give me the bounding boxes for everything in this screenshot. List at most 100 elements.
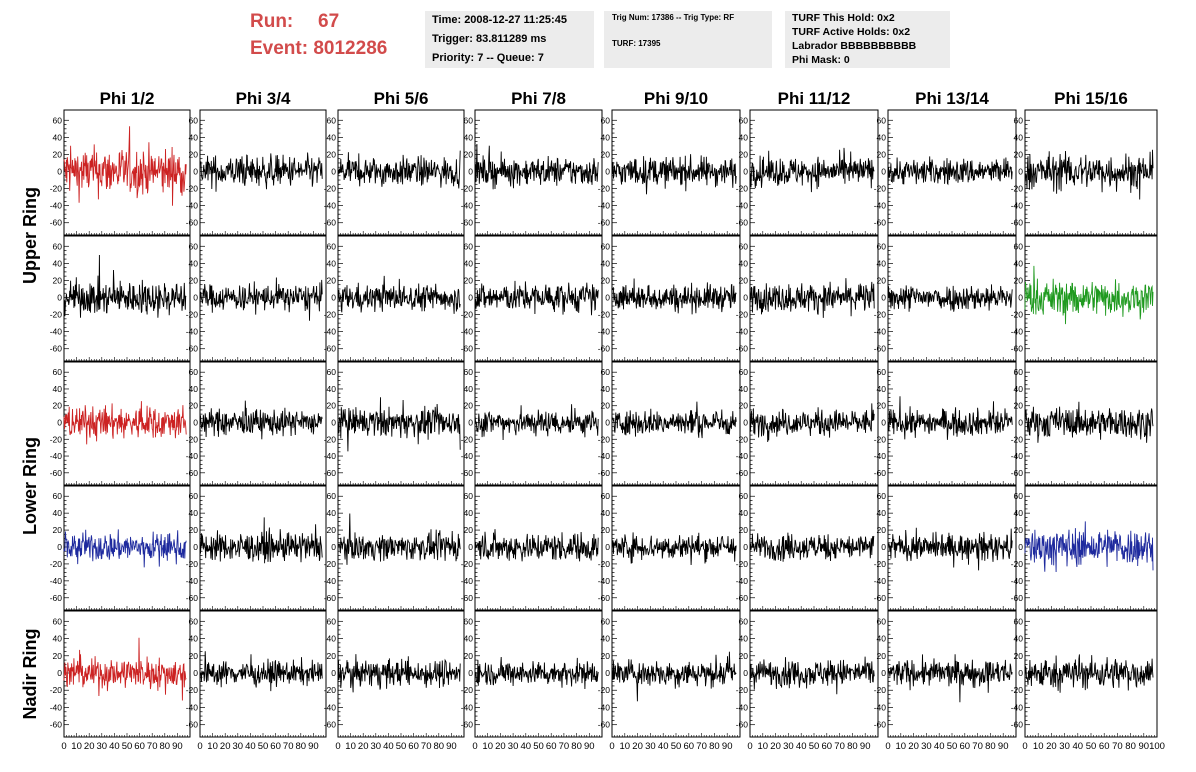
y-tick-label: 20 bbox=[601, 651, 611, 661]
y-tick-label: -60 bbox=[50, 218, 63, 228]
y-tick-label: 20 bbox=[53, 525, 63, 535]
y-tick-label: -40 bbox=[598, 576, 611, 586]
y-tick-label: 60 bbox=[601, 367, 611, 377]
y-tick-label: 40 bbox=[53, 258, 63, 268]
y-tick-label: 0 bbox=[468, 418, 473, 428]
y-tick-label: -60 bbox=[736, 593, 749, 603]
x-tick-label: 40 bbox=[245, 741, 256, 752]
y-tick-label: -20 bbox=[186, 434, 199, 444]
y-tick-label: 20 bbox=[877, 651, 887, 661]
x-tick-label: 60 bbox=[546, 741, 557, 752]
panel-frame bbox=[337, 485, 465, 611]
y-tick-label: -20 bbox=[50, 434, 63, 444]
column-header: Phi 9/10 bbox=[644, 89, 708, 108]
priority-text: Priority: 7 -- Queue: 7 bbox=[432, 52, 544, 64]
x-tick-label: 30 bbox=[645, 741, 656, 752]
y-tick-label: -60 bbox=[461, 344, 474, 354]
turf-hold-info-box: TURF This Hold: 0x2 TURF Active Holds: 0… bbox=[785, 11, 950, 68]
y-tick-label: -60 bbox=[186, 344, 199, 354]
y-tick-label: 0 bbox=[605, 418, 610, 428]
y-tick-label: 20 bbox=[601, 149, 611, 159]
waveform-panel: 60 40 20 0 -20 -40 -60 bbox=[1011, 361, 1158, 486]
y-tick-label: -40 bbox=[598, 327, 611, 337]
y-tick-label: 60 bbox=[189, 367, 199, 377]
y-tick-label: -60 bbox=[736, 218, 749, 228]
y-tick-label: 40 bbox=[53, 508, 63, 518]
y-tick-label: -60 bbox=[324, 593, 337, 603]
waveform-trace bbox=[611, 401, 737, 439]
y-tick-label: 40 bbox=[877, 132, 887, 142]
waveform-panel: 60 40 20 0 -20 -40 -60 bbox=[50, 485, 191, 611]
y-tick-label: 0 bbox=[881, 167, 886, 177]
x-tick-label: 60 bbox=[684, 741, 695, 752]
y-tick-label: -40 bbox=[736, 451, 749, 461]
y-tick-label: 20 bbox=[601, 525, 611, 535]
waveform-trace bbox=[887, 284, 1013, 312]
column-header: Phi 15/16 bbox=[1054, 89, 1128, 108]
y-tick-label: -40 bbox=[461, 576, 474, 586]
y-tick-label: 60 bbox=[464, 115, 474, 125]
y-tick-label: -40 bbox=[736, 327, 749, 337]
x-tick-label: 10 bbox=[620, 741, 631, 752]
y-tick-label: 40 bbox=[601, 384, 611, 394]
y-tick-label: -40 bbox=[461, 702, 474, 712]
waveform-trace bbox=[337, 397, 461, 452]
y-tick-label: 0 bbox=[468, 542, 473, 552]
waveform-panel: 60 40 20 0 -20 -40 -60 bbox=[736, 235, 879, 362]
waveform-trace bbox=[63, 126, 187, 206]
y-tick-label: -40 bbox=[874, 201, 887, 211]
y-tick-label: 60 bbox=[877, 115, 887, 125]
y-tick-label: 0 bbox=[605, 293, 610, 303]
y-tick-label: 20 bbox=[601, 275, 611, 285]
y-tick-label: 0 bbox=[57, 668, 62, 678]
y-tick-label: -60 bbox=[1011, 593, 1024, 603]
y-tick-label: -40 bbox=[461, 201, 474, 211]
y-tick-label: 20 bbox=[327, 401, 337, 411]
y-tick-label: -60 bbox=[1011, 218, 1024, 228]
y-tick-label: 60 bbox=[601, 616, 611, 626]
y-tick-label: -20 bbox=[1011, 310, 1024, 320]
y-tick-label: 0 bbox=[1018, 542, 1023, 552]
y-tick-label: 40 bbox=[1014, 508, 1024, 518]
run-label: Run: bbox=[250, 11, 294, 32]
waveform-panel: 60 40 20 0 -20 -40 -60 bbox=[461, 610, 603, 738]
y-tick-label: 40 bbox=[877, 258, 887, 268]
y-tick-label: 0 bbox=[331, 293, 336, 303]
y-tick-label: 60 bbox=[1014, 491, 1024, 501]
waveform-panel: 60 40 20 0 -20 -40 -60 bbox=[598, 235, 741, 362]
x-tick-label: 50 bbox=[122, 741, 133, 752]
y-tick-label: -40 bbox=[324, 576, 337, 586]
labrador-text: Labrador BBBBBBBBBB bbox=[792, 40, 917, 52]
y-tick-label: 40 bbox=[877, 384, 887, 394]
waveform-panel: 60 40 20 0 -20 -40 -60 bbox=[461, 361, 603, 486]
x-tick-label: 50 bbox=[947, 741, 958, 752]
y-tick-label: -20 bbox=[461, 434, 474, 444]
y-tick-label: -20 bbox=[736, 434, 749, 444]
y-tick-label: -60 bbox=[186, 593, 199, 603]
y-tick-label: 60 bbox=[739, 241, 749, 251]
x-tick-label: 50 bbox=[396, 741, 407, 752]
y-tick-label: 60 bbox=[877, 491, 887, 501]
waveform-panel: 60 40 20 0 -20 -40 -60 bbox=[874, 485, 1017, 611]
y-tick-label: -60 bbox=[1011, 720, 1024, 730]
waveform-panel: 60 40 20 0 -20 -40 -60 bbox=[324, 361, 465, 486]
x-tick-label: 30 bbox=[97, 741, 108, 752]
y-tick-label: 0 bbox=[1018, 293, 1023, 303]
waveform-panel: 60 40 20 0 -20 -40 -60 bbox=[1011, 485, 1158, 611]
y-tick-label: -20 bbox=[874, 685, 887, 695]
y-tick-label: -60 bbox=[736, 344, 749, 354]
y-tick-label: 60 bbox=[464, 241, 474, 251]
y-tick-label: -20 bbox=[874, 559, 887, 569]
y-tick-label: 20 bbox=[739, 525, 749, 535]
y-tick-label: -20 bbox=[186, 559, 199, 569]
x-tick-label: 20 bbox=[220, 741, 231, 752]
waveform-panel: 60 40 20 0 -20 -40 -60 bbox=[736, 485, 879, 611]
y-tick-label: -60 bbox=[874, 344, 887, 354]
y-tick-label: 40 bbox=[1014, 384, 1024, 394]
run-value: 67 bbox=[318, 11, 340, 32]
x-tick-label: 20 bbox=[358, 741, 369, 752]
y-tick-label: 0 bbox=[468, 668, 473, 678]
x-tick-label: 40 bbox=[521, 741, 532, 752]
x-tick-label: 0 bbox=[885, 741, 890, 752]
waveform-panel: 60 40 20 0 -20 -40 -60 bbox=[598, 610, 741, 738]
